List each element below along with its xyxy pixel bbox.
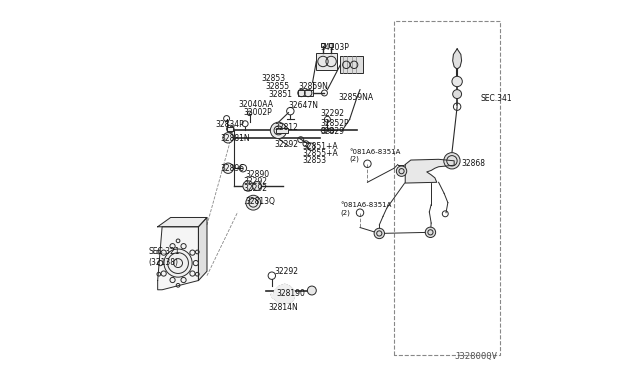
Text: 32292: 32292 — [321, 109, 345, 118]
Text: 32813Q: 32813Q — [246, 197, 276, 206]
Text: 328190: 328190 — [276, 289, 305, 298]
Text: 32852P: 32852P — [321, 119, 349, 128]
Text: 32812: 32812 — [275, 123, 299, 132]
Text: 32829: 32829 — [321, 126, 345, 136]
Text: 32896: 32896 — [221, 164, 245, 173]
Text: 32881N: 32881N — [221, 134, 250, 143]
Text: 32292: 32292 — [275, 140, 299, 149]
Circle shape — [253, 182, 262, 190]
Bar — [227, 127, 233, 131]
Bar — [321, 43, 325, 46]
Circle shape — [223, 133, 233, 143]
Polygon shape — [452, 49, 461, 69]
Polygon shape — [271, 284, 295, 304]
Text: 32292: 32292 — [243, 184, 267, 193]
Text: 32859N: 32859N — [298, 82, 328, 91]
Bar — [316, 52, 337, 70]
Polygon shape — [157, 227, 198, 290]
Text: 32859NA: 32859NA — [339, 93, 374, 102]
Text: 32855: 32855 — [265, 82, 289, 91]
Text: 32853: 32853 — [262, 74, 285, 83]
Text: 32834P: 32834P — [216, 121, 244, 129]
Text: °081A6-8351A
(2): °081A6-8351A (2) — [340, 202, 392, 216]
Circle shape — [444, 153, 460, 169]
Circle shape — [452, 76, 462, 87]
Circle shape — [246, 195, 260, 210]
Bar — [329, 43, 333, 46]
Polygon shape — [405, 159, 454, 183]
Text: 32647N: 32647N — [289, 101, 319, 110]
Text: °081A6-8351A
(2): °081A6-8351A (2) — [349, 149, 401, 162]
Text: 32855+A: 32855+A — [302, 149, 338, 158]
Circle shape — [307, 286, 316, 295]
Text: 32040AA: 32040AA — [239, 100, 273, 109]
Circle shape — [425, 227, 436, 237]
Circle shape — [164, 249, 192, 277]
Text: 32851: 32851 — [269, 90, 293, 99]
Circle shape — [270, 122, 287, 138]
Text: 32890: 32890 — [246, 170, 270, 179]
Bar — [298, 90, 312, 96]
Text: 32002P: 32002P — [243, 108, 271, 117]
Text: 32851+A: 32851+A — [302, 142, 338, 151]
Bar — [340, 56, 363, 73]
Polygon shape — [198, 218, 207, 280]
Circle shape — [243, 181, 253, 191]
Text: 34103P: 34103P — [320, 42, 349, 51]
Text: J32800QV: J32800QV — [455, 352, 498, 361]
Circle shape — [223, 163, 233, 173]
Polygon shape — [157, 218, 207, 227]
Bar — [276, 128, 289, 133]
Text: 32814N: 32814N — [268, 303, 298, 312]
Circle shape — [396, 166, 407, 176]
Text: 32853: 32853 — [302, 155, 326, 164]
Circle shape — [452, 90, 461, 99]
Text: 32292: 32292 — [243, 177, 267, 186]
Text: 32868: 32868 — [461, 158, 486, 167]
Text: 32292: 32292 — [275, 267, 299, 276]
Text: SEC.321
(32138): SEC.321 (32138) — [148, 247, 180, 267]
Text: SEC.341: SEC.341 — [480, 94, 512, 103]
Circle shape — [307, 143, 315, 150]
Circle shape — [374, 228, 385, 238]
